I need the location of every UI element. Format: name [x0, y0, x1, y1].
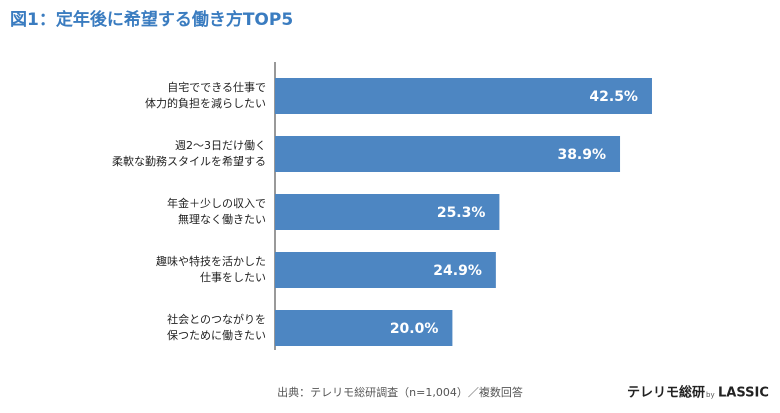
bar [275, 310, 453, 346]
category-label: 仕事をしたい [200, 271, 266, 284]
category-label: 趣味や特技を活かした [156, 254, 266, 268]
category-label: 自宅でできる仕事で [167, 80, 266, 94]
source-note: 出典：テレリモ総研調査（n=1,004）／複数回答 [277, 385, 523, 399]
bar [275, 194, 500, 230]
value-label: 42.5% [589, 89, 638, 105]
value-label: 38.9% [557, 147, 606, 163]
category-label: 週2〜3日だけ働く [175, 139, 266, 152]
category-label: 保つために働きたい [167, 328, 266, 342]
category-label: 無理なく働きたい [178, 212, 266, 226]
bar [275, 78, 652, 114]
logo-by: by [706, 391, 715, 399]
value-label: 20.0% [390, 321, 439, 337]
value-label: 25.3% [437, 205, 486, 221]
chart-title: 図1：定年後に希望する働き方TOP5 [10, 9, 293, 30]
logo-company: LASSIC [718, 386, 769, 401]
bar [275, 136, 621, 172]
category-label: 社会とのつながりを [167, 312, 266, 326]
category-label: 年金＋少しの収入で [167, 196, 266, 210]
value-label: 24.9% [433, 263, 482, 279]
category-label: 柔軟な勤務スタイルを希望する [112, 154, 266, 168]
bar [275, 252, 496, 288]
category-label: 体力的負担を減らしたい [145, 96, 266, 110]
logo-name: テレリモ総研 [627, 385, 705, 401]
